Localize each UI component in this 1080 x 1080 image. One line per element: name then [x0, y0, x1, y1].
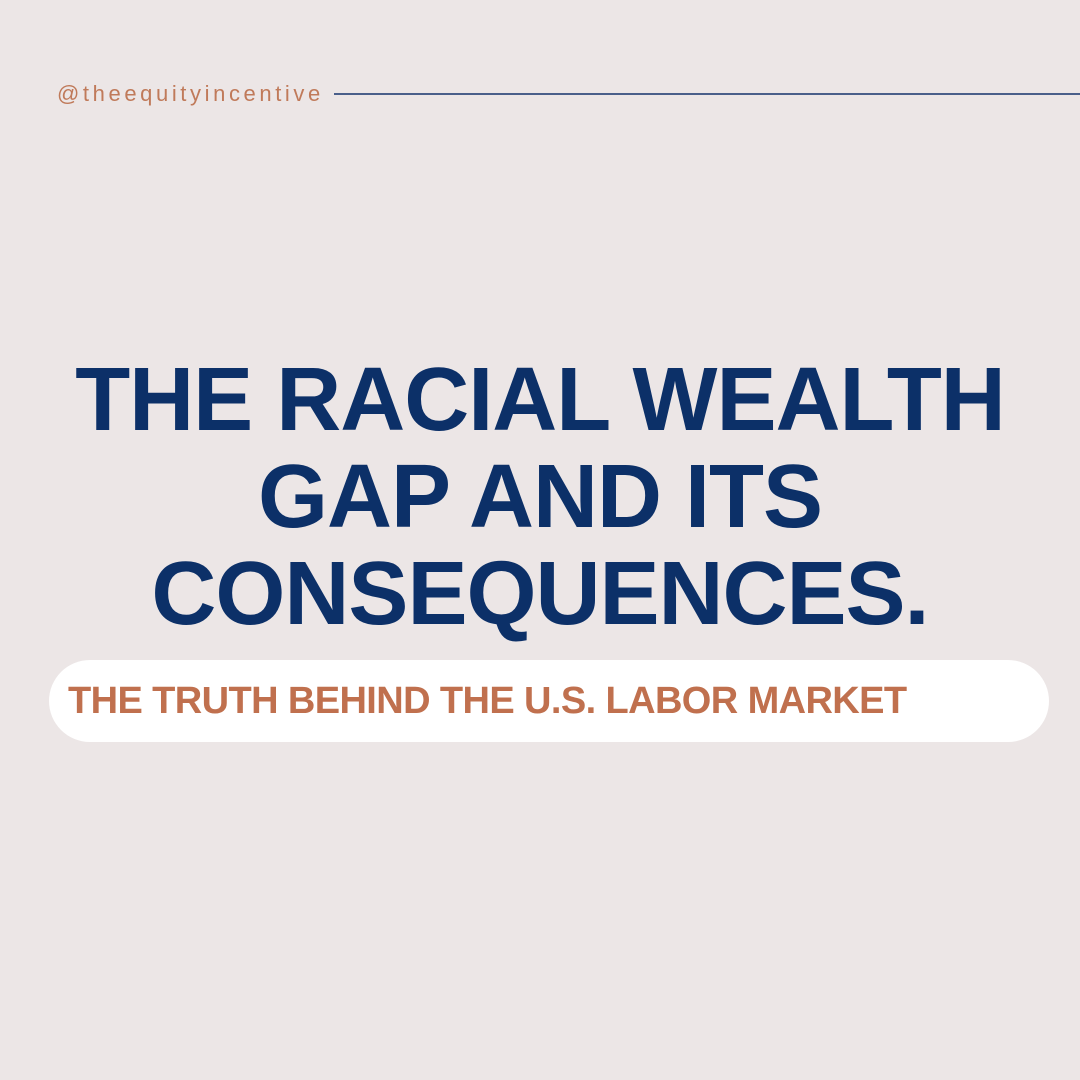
- header-divider: [333, 93, 1080, 95]
- header-row: @theequityincentive: [57, 78, 1080, 110]
- headline-line-2: GAP AND ITS: [257, 447, 823, 547]
- subtitle-text: THE TRUTH BEHIND THE U.S. LABOR MARKET: [68, 680, 907, 722]
- headline-line-1: THE RACIAL WEALTH: [75, 350, 1006, 450]
- subtitle-pill: [49, 660, 1049, 742]
- account-handle: @theequityincentive: [57, 81, 324, 106]
- headline-line-3: CONSEQUENCES.: [151, 544, 929, 644]
- headline: THE RACIAL WEALTH GAP AND ITS CONSEQUENC…: [0, 352, 1080, 643]
